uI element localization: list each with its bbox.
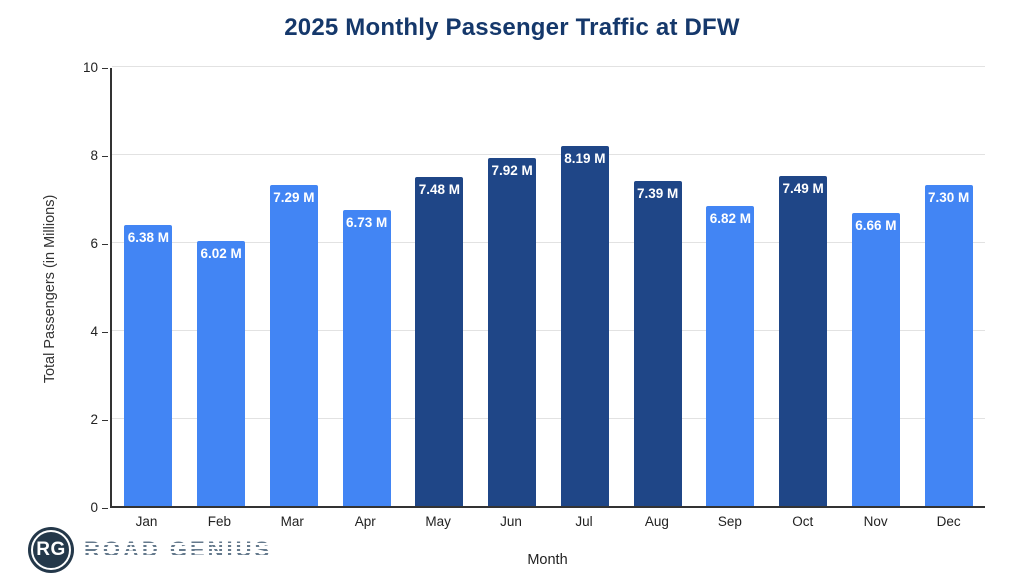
- bar-dec: 7.30 M: [924, 184, 973, 506]
- bar-value-label-apr: 6.73 M: [345, 214, 388, 230]
- bar-jul: 8.19 M: [560, 145, 609, 506]
- gridline-4: [112, 329, 985, 331]
- bar-value-label-mar: 7.29 M: [273, 190, 315, 206]
- bar-slot-apr: 6.73 M: [330, 68, 403, 506]
- bar-slot-mar: 7.29 M: [258, 68, 331, 506]
- ytick-label-8: 8: [90, 148, 98, 163]
- bar-value-label-sep: 6.82 M: [709, 210, 752, 226]
- bar-slot-nov: 6.66 M: [840, 68, 913, 506]
- xtick-label-jun: Jun: [500, 514, 522, 529]
- plot-area: 6.38 M 6.02 M 7.29 M 6.73 M 7.48 M 7.92 M 8.19…: [110, 65, 985, 508]
- xtick-label-mar: Mar: [280, 514, 304, 529]
- bar-slot-jan: 6.38 M: [112, 68, 185, 506]
- bar-value-label-aug: 7.39 M: [636, 185, 679, 201]
- xtick-label-nov: Nov: [863, 514, 888, 529]
- ytick-label-10: 10: [82, 60, 98, 75]
- bar-value-label-oct: 7.49 M: [782, 181, 824, 197]
- bar-may: 7.48 M: [415, 176, 464, 506]
- bar-value-label-nov: 6.66 M: [855, 217, 897, 233]
- gridline-10: [112, 65, 985, 67]
- ytick-mark-6: [102, 244, 108, 245]
- ytick-mark-8: [102, 156, 108, 157]
- gridline-8: [112, 153, 985, 155]
- x-axis-ticks: Jan Feb Mar Apr May Jun Jul Aug Sep Oct Nov Dec: [110, 514, 985, 529]
- ytick-mark-10: [102, 68, 108, 69]
- rg-logo-icon: RG: [28, 527, 74, 573]
- bar-value-label-feb: 6.02 M: [200, 246, 242, 262]
- ytick-label-4: 4: [90, 324, 98, 339]
- bar-value-label-dec: 7.30 M: [927, 189, 970, 205]
- xtick-label-aug: Aug: [644, 514, 669, 529]
- bar-mar: 7.29 M: [269, 185, 318, 506]
- ytick-label-0: 0: [90, 500, 98, 515]
- xtick-label-jan: Jan: [135, 514, 158, 529]
- logo-initials: RG: [36, 539, 66, 560]
- xtick-label-may: May: [425, 514, 451, 529]
- ytick-mark-4: [102, 332, 108, 333]
- bar-slot-jul: 8.19 M: [549, 68, 622, 506]
- bar-slot-feb: 6.02 M: [185, 68, 258, 506]
- bar-slot-sep: 6.82 M: [694, 68, 767, 506]
- bars-group: 6.38 M 6.02 M 7.29 M 6.73 M 7.48 M 7.92 M 8.19…: [112, 68, 985, 506]
- ytick-mark-0: [102, 508, 108, 509]
- ytick-mark-2: [102, 420, 108, 421]
- xtick-label-jul: Jul: [575, 514, 593, 529]
- bar-slot-jun: 7.92 M: [476, 68, 549, 506]
- bar-oct: 7.49 M: [779, 176, 828, 506]
- chart-title: 2025 Monthly Passenger Traffic at DFW: [284, 14, 740, 41]
- ytick-label-6: 6: [90, 236, 98, 251]
- gridline-6: [112, 241, 985, 243]
- bar-slot-oct: 7.49 M: [767, 68, 840, 506]
- bar-nov: 6.66 M: [851, 212, 900, 506]
- bar-value-label-jan: 6.38 M: [127, 230, 170, 246]
- logo-wordmark: ROAD GENIUS: [84, 537, 273, 562]
- xtick-label-oct: Oct: [792, 514, 814, 529]
- road-genius-logo: RG ROAD GENIUS: [28, 527, 272, 573]
- bar-slot-may: 7.48 M: [403, 68, 476, 506]
- x-axis-title: Month: [527, 552, 568, 568]
- xtick-label-feb: Feb: [207, 514, 232, 529]
- bar-value-label-jul: 8.19 M: [564, 150, 606, 166]
- xtick-label-dec: Dec: [936, 514, 961, 529]
- bar-slot-aug: 7.39 M: [621, 68, 694, 506]
- bar-value-label-jun: 7.92 M: [491, 162, 533, 178]
- y-axis-title: Total Passengers (in Millions): [42, 194, 58, 384]
- bar-value-label-may: 7.48 M: [418, 181, 461, 197]
- bar-jan: 6.38 M: [124, 225, 173, 506]
- bar-aug: 7.39 M: [633, 180, 682, 506]
- xtick-label-apr: Apr: [354, 514, 376, 529]
- ytick-label-2: 2: [90, 412, 98, 427]
- bar-slot-dec: 7.30 M: [912, 68, 985, 506]
- xtick-label-sep: Sep: [717, 514, 742, 529]
- gridline-2: [112, 417, 985, 419]
- bar-jun: 7.92 M: [488, 157, 537, 506]
- bar-feb: 6.02 M: [197, 241, 246, 506]
- bar-apr: 6.73 M: [342, 209, 391, 506]
- bar-sep: 6.82 M: [706, 205, 755, 506]
